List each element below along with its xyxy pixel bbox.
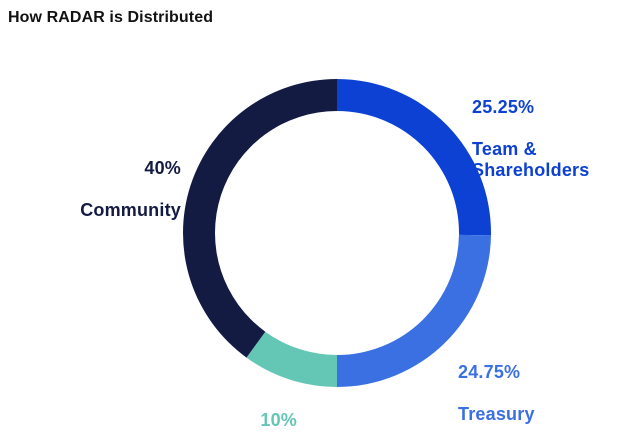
donut-segment-treasury	[337, 234, 491, 387]
label-community-name: Community	[80, 200, 181, 220]
chart-title: How RADAR is Distributed	[8, 9, 214, 26]
label-initial-airdrop: 10% Initial Airdrop	[178, 389, 297, 440]
label-treasury-pct: 24.75%	[458, 362, 521, 382]
label-treasury-name: Treasury	[458, 404, 535, 424]
donut-segment-community	[182, 79, 337, 358]
label-team-shareholders: 25.25% Team & Shareholders	[472, 76, 589, 202]
donut-segment-initial-airdrop	[246, 331, 337, 387]
label-team-shareholders-name: Team & Shareholders	[472, 139, 590, 180]
donut-segment-team-shareholders	[337, 79, 491, 236]
label-community-pct: 40%	[144, 158, 181, 178]
label-treasury: 24.75% Treasury	[458, 341, 535, 440]
label-initial-airdrop-pct: 10%	[260, 410, 297, 430]
label-team-shareholders-pct: 25.25%	[472, 97, 535, 117]
label-community: 40% Community	[80, 137, 181, 242]
